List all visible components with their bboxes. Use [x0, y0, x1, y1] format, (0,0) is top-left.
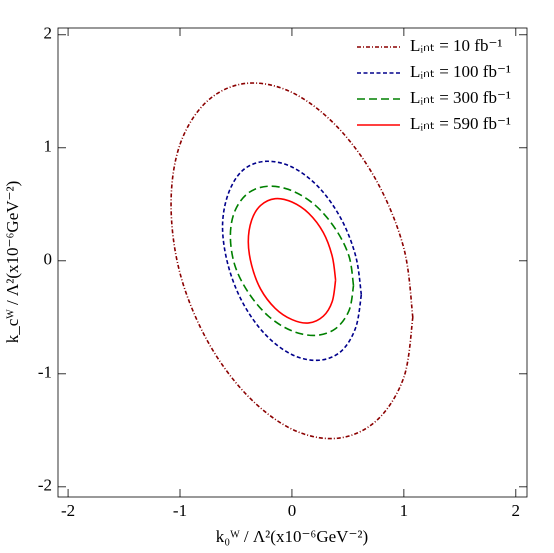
plot-frame — [57, 27, 528, 498]
y-axis-label: k_cᵂ / Λ²(x10⁻⁶GeV⁻²) — [3, 181, 22, 344]
contour-line — [247, 197, 337, 324]
y-tick-label: -2 — [38, 476, 52, 495]
legend-label: Lᵢₙₜ = 300 fb⁻¹ — [410, 88, 511, 107]
contour-line — [170, 82, 414, 440]
y-tick-label: 0 — [44, 250, 53, 269]
contour-line — [229, 185, 355, 337]
x-tick-label: 2 — [512, 501, 521, 520]
contour-line — [221, 160, 363, 362]
y-tick-label: -1 — [38, 363, 52, 382]
x-axis-label: k₀ᵂ / Λ²(x10⁻⁶GeV⁻²) — [216, 527, 368, 546]
x-tick-label: -2 — [61, 501, 75, 520]
x-tick-label: 1 — [400, 501, 409, 520]
legend-label: Lᵢₙₜ = 10 fb⁻¹ — [410, 36, 503, 55]
y-tick-label: 1 — [44, 137, 53, 156]
legend-label: Lᵢₙₜ = 590 fb⁻¹ — [410, 114, 511, 133]
legend-label: Lᵢₙₜ = 100 fb⁻¹ — [410, 62, 511, 81]
x-tick-label: -1 — [173, 501, 187, 520]
x-tick-label: 0 — [288, 501, 297, 520]
y-tick-label: 2 — [44, 24, 53, 43]
